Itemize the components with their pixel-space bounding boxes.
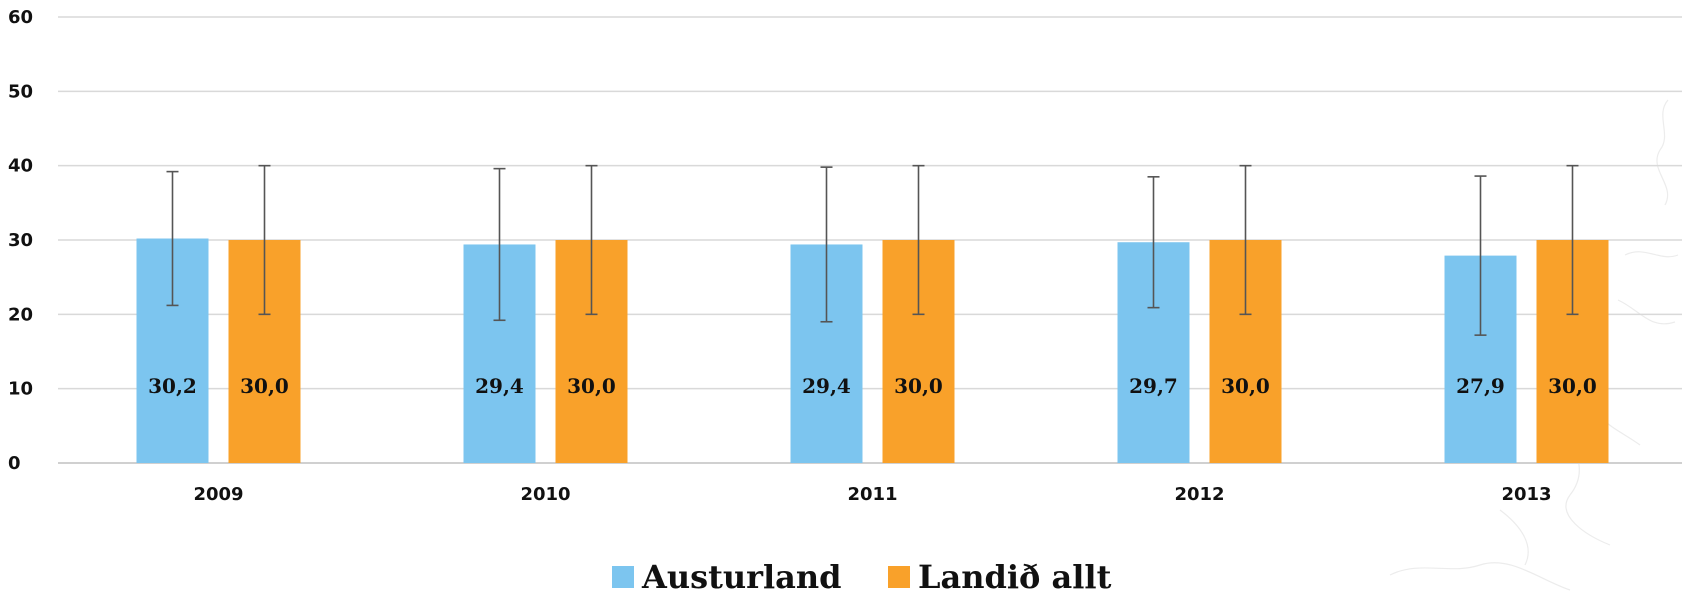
y-tick-label-20: 20: [8, 304, 33, 325]
data-labels: 30,2 30,0 29,4 30,0 29,4 30,0 29,7 30,0 27,9 30,0: [148, 374, 1597, 398]
error-bar-landi-allt-2009: [258, 164, 271, 316]
legend-label-austurland: Austurland: [641, 558, 842, 596]
y-tick-label-60: 60: [8, 7, 33, 28]
bars: [136, 238, 1609, 463]
legend-swatch-austurland: [612, 566, 634, 588]
error-bar-austurland-2012: [1147, 176, 1160, 309]
y-tick-label-30: 30: [8, 230, 33, 251]
error-bar-austurland-2010: [493, 167, 506, 322]
x-tick-label-2012: 2012: [1174, 484, 1224, 505]
data-label-austurland-2009: 30,2: [148, 374, 197, 398]
grid-lines: 0 10 20 30 40 50 60: [8, 7, 1682, 474]
data-label-landi-allt-2009: 30,0: [240, 374, 289, 398]
y-tick-label-10: 10: [8, 379, 33, 400]
x-tick-label-2013: 2013: [1501, 484, 1551, 505]
error-bar-austurland-2013: [1474, 175, 1487, 336]
x-tick-label-2011: 2011: [847, 484, 897, 505]
data-label-landi-allt-2010: 30,0: [567, 374, 616, 398]
y-tick-label-50: 50: [8, 81, 33, 102]
data-label-austurland-2010: 29,4: [475, 374, 524, 398]
data-label-austurland-2012: 29,7: [1129, 374, 1178, 398]
data-label-landi-allt-2012: 30,0: [1221, 374, 1270, 398]
x-tick-label-2010: 2010: [520, 484, 570, 505]
legend-item-austurland: Austurland: [612, 558, 842, 596]
data-label-landi-allt-2013: 30,0: [1548, 374, 1597, 398]
legend-label-landi-allt: Landið allt: [918, 558, 1112, 596]
error-bar-austurland-2011: [820, 166, 833, 323]
legend-swatch-landi-allt: [888, 566, 910, 588]
error-bar-landi-allt-2011: [912, 164, 925, 316]
x-axis: 2009 2010 2011 2012 2013: [193, 484, 1551, 505]
y-tick-label-0: 0: [8, 453, 21, 474]
x-tick-label-2009: 2009: [193, 484, 243, 505]
background-map-decoration: [1389, 99, 1679, 591]
legend-item-landi-allt: Landið allt: [888, 558, 1112, 596]
error-bars: [166, 164, 1579, 336]
y-tick-label-40: 40: [8, 156, 33, 177]
error-bar-landi-allt-2010: [585, 164, 598, 316]
data-label-austurland-2013: 27,9: [1456, 374, 1505, 398]
data-label-landi-allt-2011: 30,0: [894, 374, 943, 398]
error-bar-austurland-2009: [166, 170, 179, 307]
error-bar-landi-allt-2012: [1239, 164, 1252, 316]
error-bar-landi-allt-2013: [1566, 164, 1579, 316]
data-label-austurland-2011: 29,4: [802, 374, 851, 398]
legend: Austurland Landið allt: [612, 558, 1112, 596]
